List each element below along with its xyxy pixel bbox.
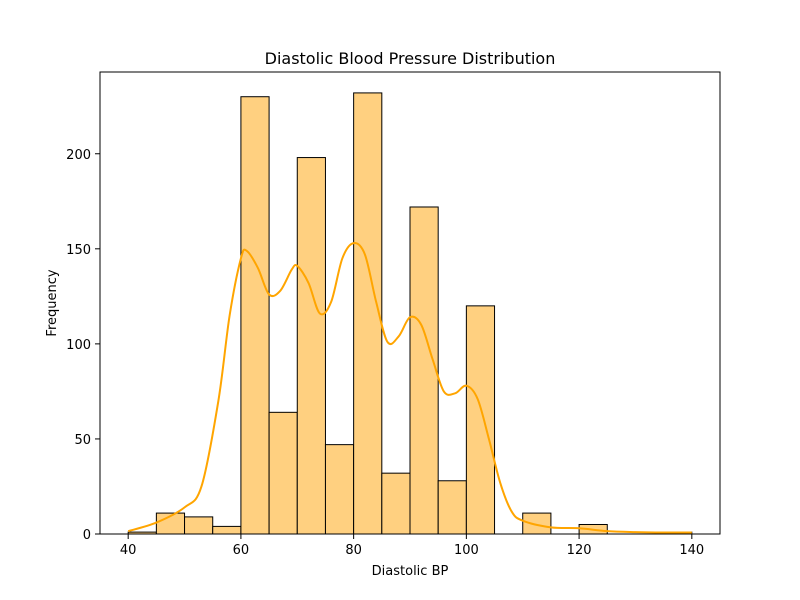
histogram-bar [324, 444, 355, 535]
y-axis-label: Frequency [45, 269, 60, 336]
x-axis-ticks: 40 60 80 100 120 140 [120, 534, 704, 558]
histogram-bar [437, 480, 467, 535]
y-tick-label: 50 [74, 433, 91, 448]
histogram-bars [127, 92, 693, 535]
x-tick-label: 140 [679, 543, 704, 558]
histogram-bar [184, 516, 214, 535]
histogram-bar [296, 157, 326, 535]
x-tick-label: 120 [567, 543, 592, 558]
x-tick-label: 40 [120, 543, 137, 558]
x-tick-label: 100 [454, 543, 479, 558]
x-tick-label: 80 [345, 543, 362, 558]
x-axis-label: Diastolic BP [372, 564, 449, 579]
histogram-bar [212, 525, 242, 535]
plot-area-frame [99, 71, 721, 535]
histogram-bar [465, 305, 496, 535]
kde-density-line [127, 242, 692, 534]
histogram-bar [240, 96, 270, 535]
histogram-bar [268, 411, 298, 535]
histogram-bar [353, 92, 383, 535]
x-tick-label: 60 [233, 543, 250, 558]
histogram-bar [381, 472, 411, 535]
y-tick-label: 150 [66, 243, 91, 258]
histogram-bar [409, 206, 439, 535]
y-tick-label: 100 [66, 338, 91, 353]
chart-title: Diastolic Blood Pressure Distribution [265, 49, 556, 68]
y-tick-label: 200 [66, 148, 91, 163]
histogram-bar [522, 512, 552, 535]
y-tick-label: 0 [83, 528, 91, 543]
y-axis-ticks: 0 50 100 150 200 [66, 148, 100, 543]
